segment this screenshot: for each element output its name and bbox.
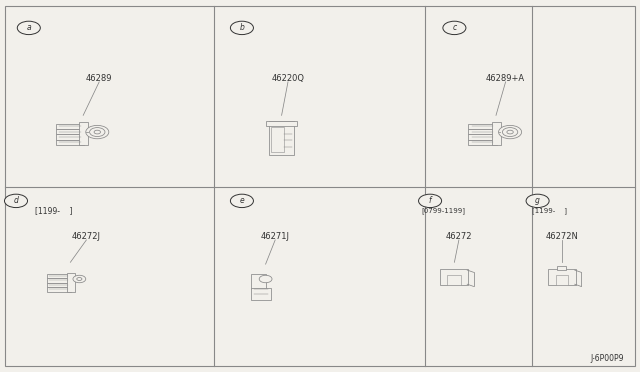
Text: [1199-    ]: [1199- ]	[532, 207, 568, 214]
Text: 46289: 46289	[86, 74, 113, 83]
FancyBboxPatch shape	[271, 127, 284, 152]
Circle shape	[507, 130, 513, 134]
Text: f: f	[429, 196, 431, 205]
Circle shape	[499, 125, 522, 139]
FancyBboxPatch shape	[447, 275, 461, 285]
Circle shape	[77, 278, 82, 280]
FancyBboxPatch shape	[79, 122, 88, 145]
FancyBboxPatch shape	[468, 134, 497, 140]
FancyBboxPatch shape	[47, 283, 71, 287]
FancyBboxPatch shape	[468, 124, 497, 129]
FancyBboxPatch shape	[47, 278, 71, 283]
Circle shape	[86, 125, 109, 139]
FancyBboxPatch shape	[468, 129, 497, 134]
Circle shape	[230, 21, 253, 35]
FancyBboxPatch shape	[556, 275, 568, 285]
Circle shape	[73, 275, 86, 283]
FancyBboxPatch shape	[251, 288, 271, 300]
Circle shape	[17, 21, 40, 35]
Text: b: b	[239, 23, 244, 32]
Text: c: c	[452, 23, 456, 32]
Text: 46272N: 46272N	[545, 232, 579, 241]
FancyBboxPatch shape	[557, 266, 566, 270]
Circle shape	[502, 128, 518, 137]
FancyBboxPatch shape	[56, 134, 84, 140]
Circle shape	[443, 21, 466, 35]
FancyBboxPatch shape	[67, 273, 75, 292]
FancyBboxPatch shape	[47, 274, 71, 278]
Text: 46289+A: 46289+A	[486, 74, 525, 83]
Circle shape	[526, 194, 549, 208]
Text: 46272: 46272	[445, 232, 472, 241]
Text: [1199-    ]: [1199- ]	[35, 206, 73, 215]
FancyBboxPatch shape	[266, 121, 297, 126]
Text: 46272J: 46272J	[72, 232, 101, 241]
Text: d: d	[13, 196, 19, 205]
FancyBboxPatch shape	[47, 287, 71, 292]
Text: 46220Q: 46220Q	[271, 74, 305, 83]
Circle shape	[230, 194, 253, 208]
FancyBboxPatch shape	[251, 274, 266, 289]
Text: 46271J: 46271J	[260, 232, 290, 241]
FancyBboxPatch shape	[56, 124, 84, 129]
Text: g: g	[535, 196, 540, 205]
Circle shape	[419, 194, 442, 208]
FancyBboxPatch shape	[56, 140, 84, 145]
Text: [0799-1199]: [0799-1199]	[421, 207, 465, 214]
FancyBboxPatch shape	[548, 269, 576, 285]
Text: a: a	[26, 23, 31, 32]
FancyBboxPatch shape	[492, 122, 501, 145]
FancyBboxPatch shape	[56, 129, 84, 134]
FancyBboxPatch shape	[468, 140, 497, 145]
Circle shape	[4, 194, 28, 208]
Text: J-6P00P9: J-6P00P9	[591, 354, 624, 363]
Text: e: e	[239, 196, 244, 205]
Circle shape	[94, 130, 100, 134]
FancyBboxPatch shape	[440, 269, 468, 285]
Circle shape	[90, 128, 105, 137]
FancyBboxPatch shape	[269, 121, 294, 155]
Circle shape	[259, 275, 272, 283]
